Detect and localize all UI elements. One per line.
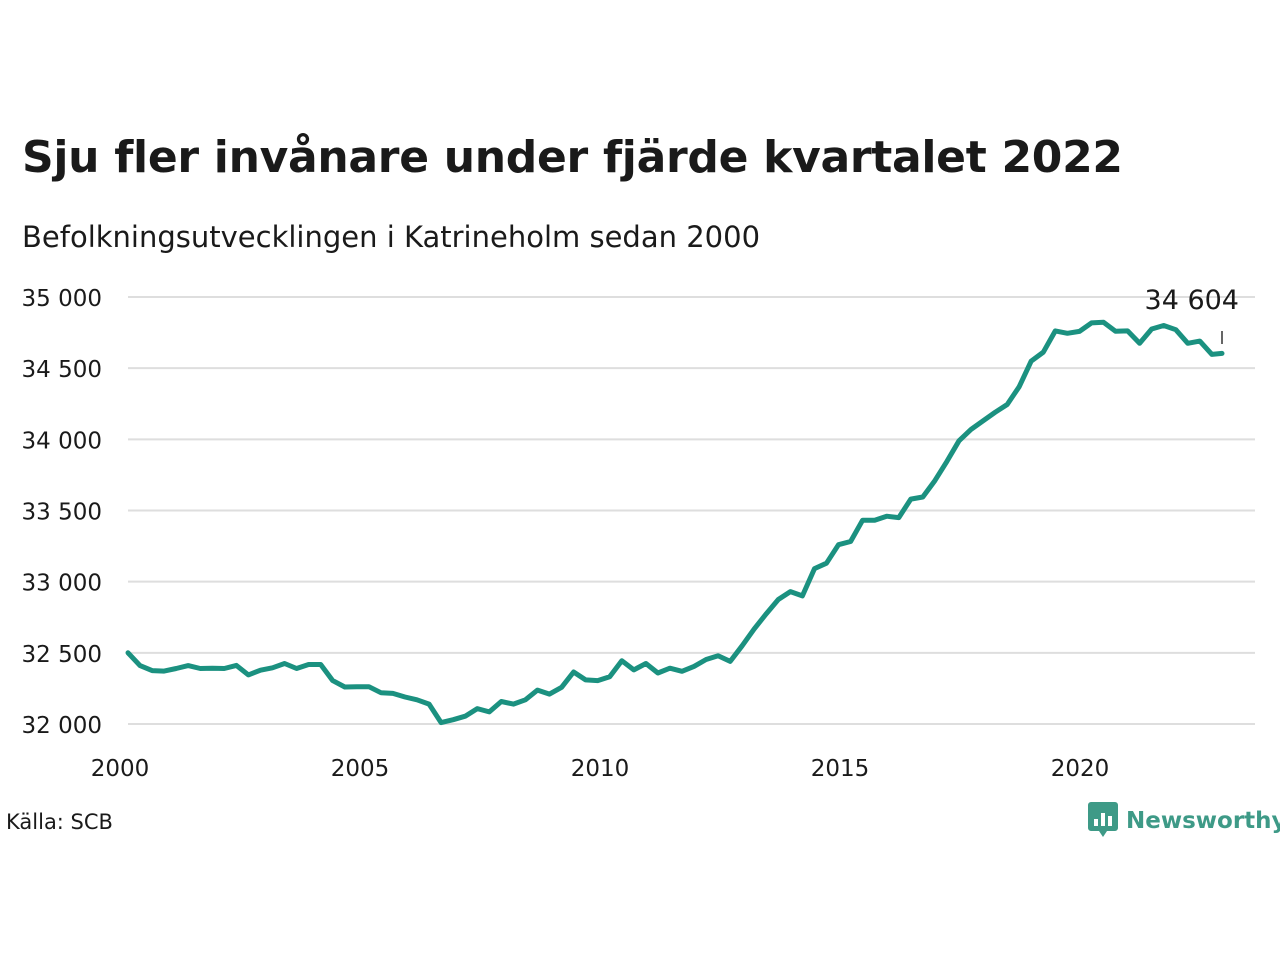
x-tick-label: 2005 [331, 756, 390, 782]
source-note: Källa: SCB [6, 810, 113, 834]
annotation-label: 34 604 [1145, 285, 1239, 316]
x-axis-tick-labels: 2000 2005 2010 2015 2020 [91, 756, 1110, 782]
x-tick-label: 2000 [91, 756, 150, 782]
y-axis-tick-labels: 32 000 32 500 33 000 33 500 34 000 34 500 35 0… [22, 286, 102, 739]
y-tick-label: 33 500 [22, 500, 102, 526]
brand-name: Newsworthy [1126, 808, 1280, 834]
y-tick-label: 33 000 [22, 571, 102, 597]
y-tick-label: 32 000 [22, 713, 102, 739]
chart-subtitle: Befolkningsutvecklingen i Katrineholm se… [22, 220, 761, 254]
x-tick-label: 2015 [811, 756, 870, 782]
y-tick-label: 32 500 [22, 642, 102, 668]
annotation-layer: 34 604 [1145, 285, 1239, 344]
series-line [125, 319, 1225, 726]
gridlines [128, 296, 1255, 725]
x-tick-label: 2020 [1051, 756, 1110, 782]
chart-title: Sju fler invånare under fjärde kvartalet… [22, 132, 1123, 183]
y-tick-label: 35 000 [22, 286, 102, 312]
y-tick-label: 34 500 [22, 357, 102, 383]
series-layer [125, 319, 1225, 726]
y-tick-label: 34 000 [22, 428, 102, 454]
newsworthy-logo-icon [1088, 802, 1118, 837]
x-tick-label: 2010 [571, 756, 630, 782]
newsworthy-logo[interactable]: Newsworthy [1088, 802, 1280, 840]
